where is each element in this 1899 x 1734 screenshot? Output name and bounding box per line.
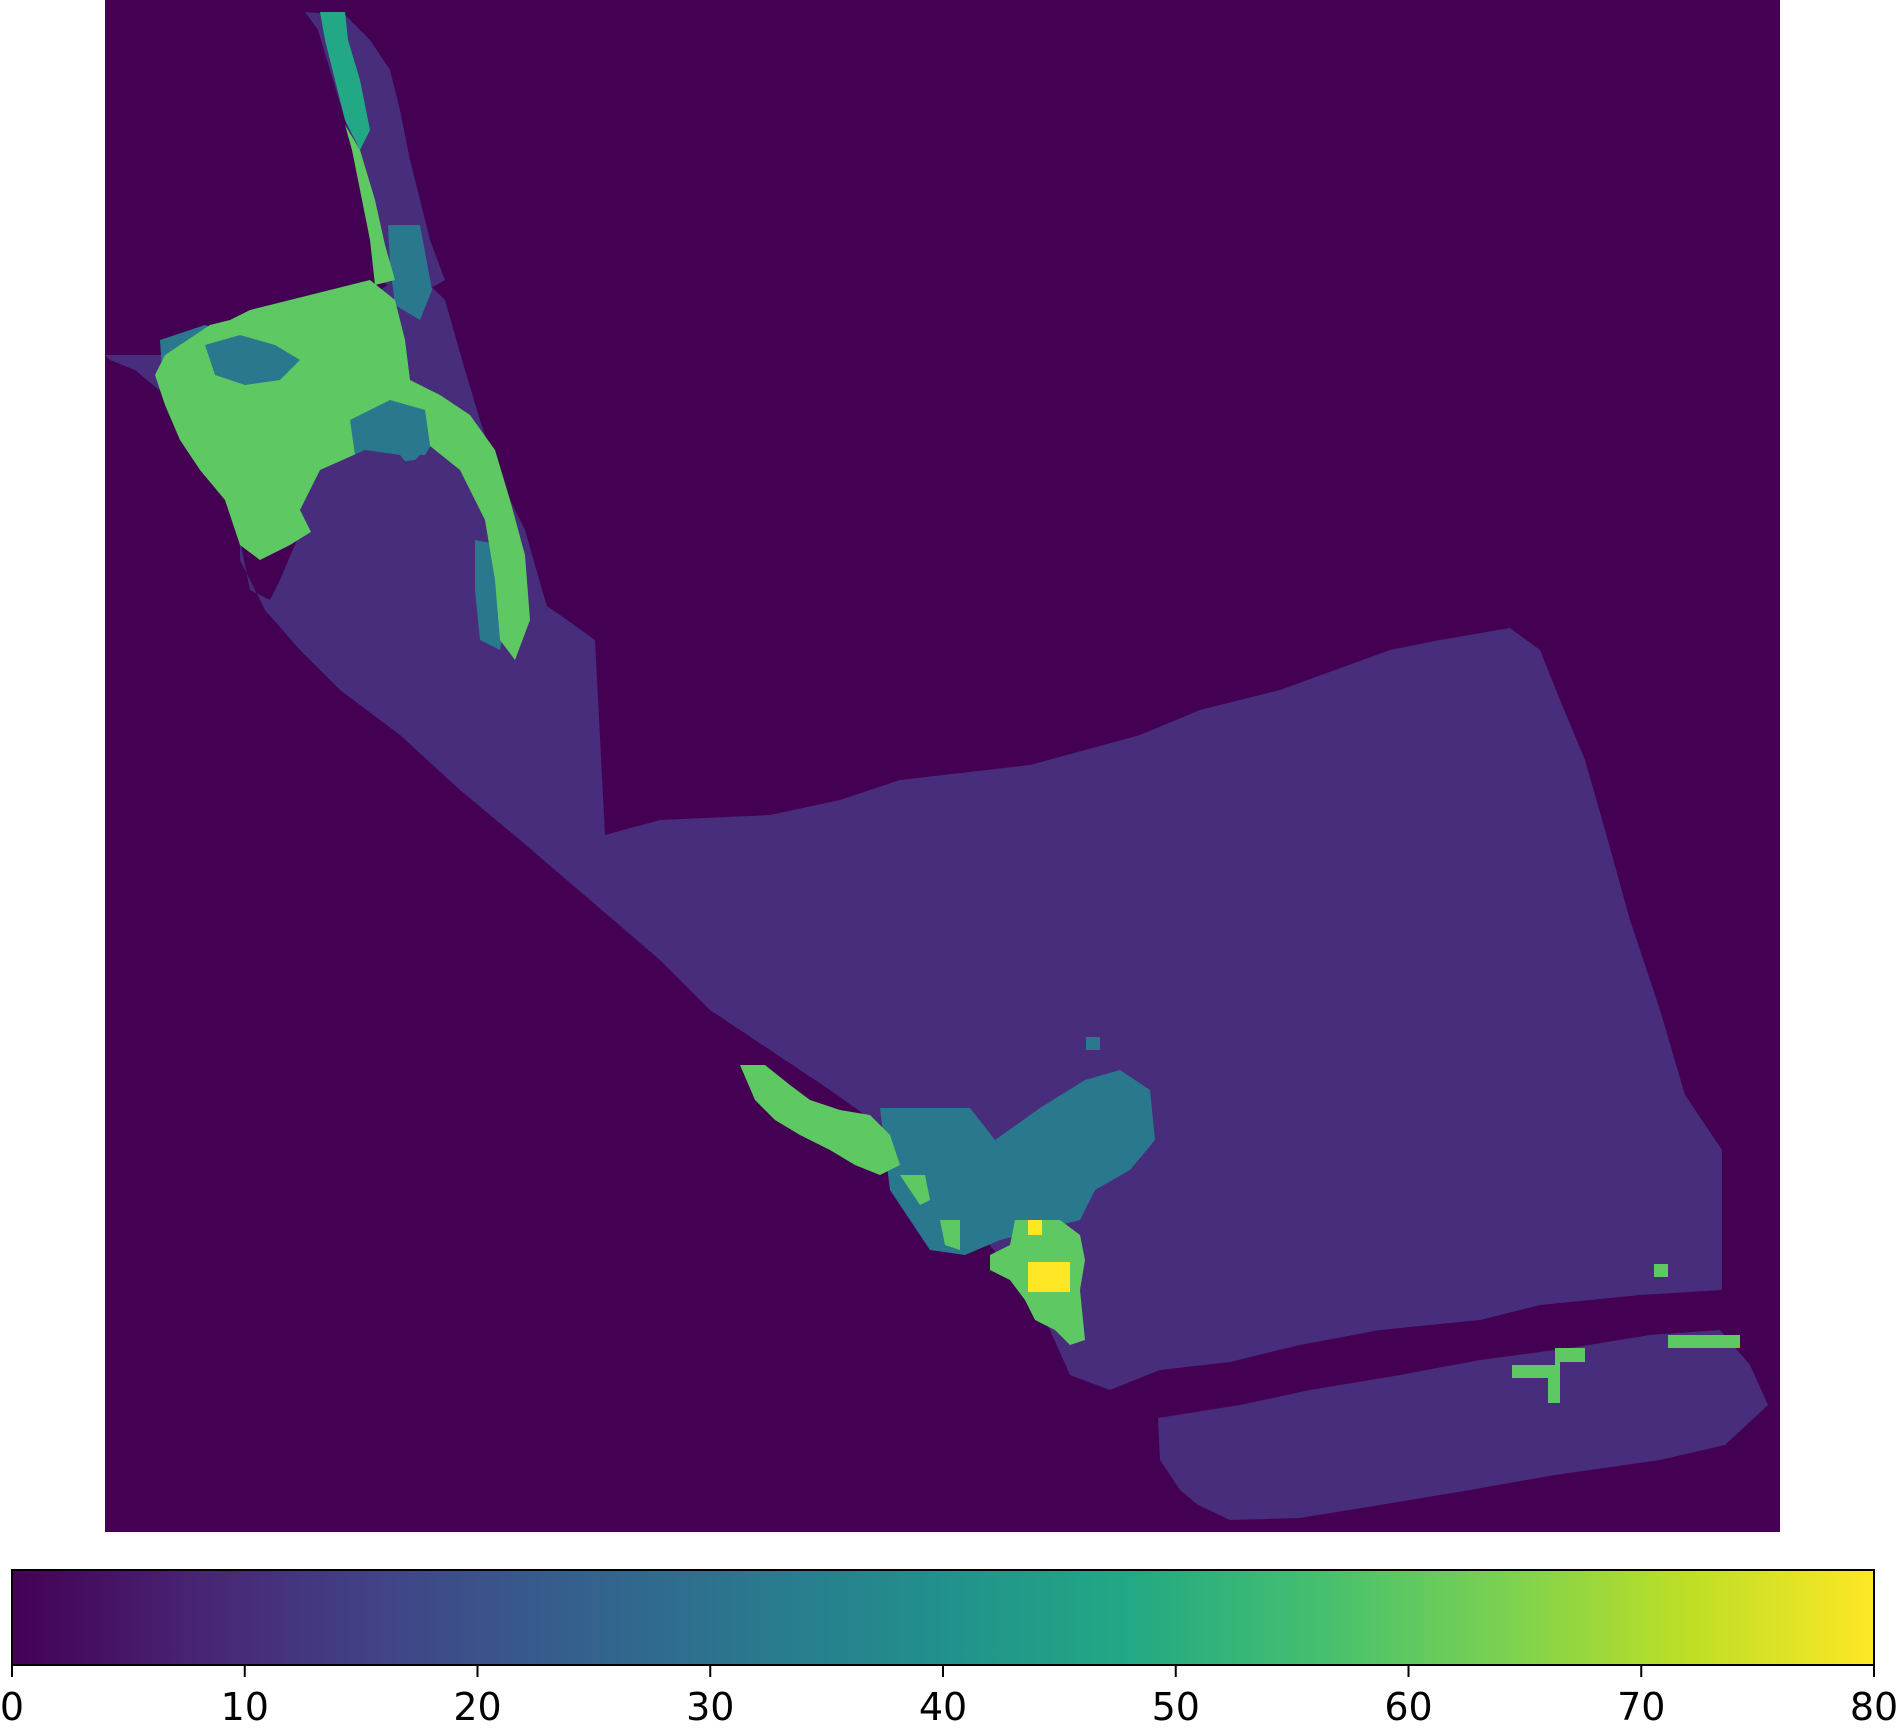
region-yellow-hotspot-2 [1028, 1220, 1042, 1235]
region-se-green-strip-1 [1668, 1335, 1740, 1348]
colorbar-tick-label: 30 [686, 1685, 734, 1729]
colorbar-tick-label: 70 [1617, 1685, 1665, 1729]
region-sc-teal-dot [1086, 1037, 1100, 1050]
region-yellow-hotspot [1028, 1262, 1070, 1292]
colorbar-tick-label: 80 [1850, 1685, 1898, 1729]
region-se-green-dot [1654, 1264, 1668, 1277]
region-n-arm-teal-cells [320, 12, 370, 150]
colorbar-tick-label: 0 [0, 1685, 24, 1729]
region-south-central-patch [880, 1070, 1155, 1255]
colorbar-tick-label: 60 [1384, 1685, 1432, 1729]
colorbar-tick-label: 50 [1152, 1685, 1200, 1729]
region-n-arm-teal-strip [388, 225, 432, 320]
colorbar: 0 10 20 30 40 50 60 70 80 [0, 1569, 1898, 1729]
colorbar-tick-label: 10 [221, 1685, 269, 1729]
colorbar-gradient [11, 1569, 1875, 1666]
region-sw-green-band [740, 1065, 900, 1175]
region-nw-inner-teal [205, 335, 300, 385]
colorbar-tick-label: 20 [453, 1685, 501, 1729]
region-nw-green-band-2 [345, 125, 395, 285]
region-south-strip [1158, 1330, 1768, 1520]
region-main-body [240, 440, 1722, 1390]
region-se-green-strip-2 [1512, 1348, 1585, 1403]
colorbar-tick-label: 40 [919, 1685, 967, 1729]
region-nw-inner-teal-2 [350, 400, 430, 465]
region-sw-green-band-3 [940, 1220, 960, 1250]
region-sw-green-band-2 [900, 1175, 930, 1205]
colorbar-ticks: 0 10 20 30 40 50 60 70 80 [0, 1665, 1898, 1729]
heatmap-plot [105, 0, 1780, 1532]
region-nw-inner-purple [300, 450, 420, 560]
